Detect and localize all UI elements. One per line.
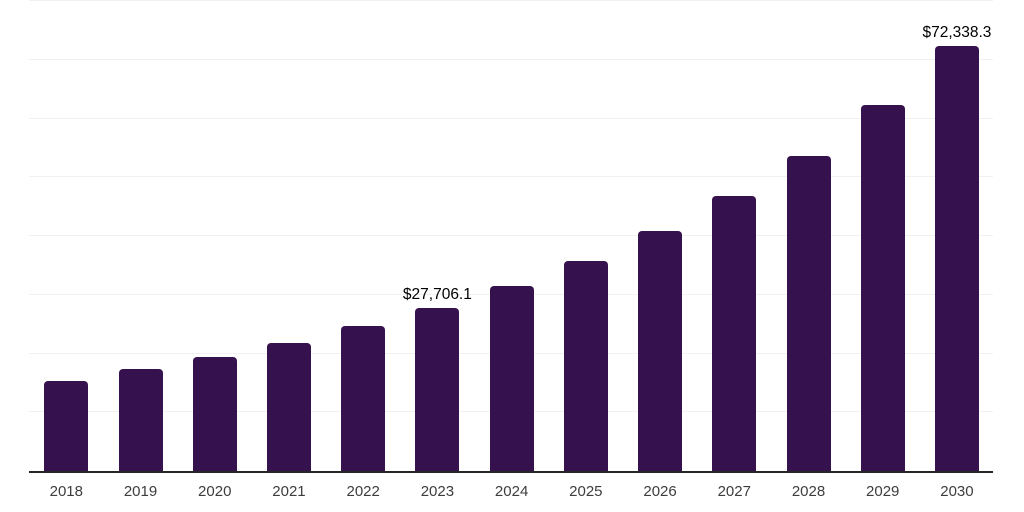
bar-2018 — [44, 380, 89, 471]
x-tick-2029: 2029 — [866, 483, 900, 500]
bar-2027 — [712, 195, 757, 471]
value-label-2023: $27,706.1 — [402, 286, 472, 304]
x-tick-2022: 2022 — [346, 483, 380, 500]
bar-2020 — [192, 357, 237, 471]
x-tick-2026: 2026 — [643, 483, 677, 500]
bar-2022 — [341, 326, 386, 471]
bar-2024 — [489, 286, 534, 471]
gridline-70000 — [29, 58, 993, 60]
x-tick-2023: 2023 — [420, 483, 455, 500]
gridline-40000 — [29, 235, 993, 236]
x-axis: 2018 2019 2020 2021 2022 2023 2024 2025 2026 2027… — [29, 473, 993, 509]
bar-2019 — [118, 369, 163, 471]
value-label-2030: $72,338.3 — [922, 23, 992, 41]
bar-2026 — [638, 231, 683, 471]
gridline-50000 — [29, 176, 993, 178]
bar-2023 — [415, 308, 460, 471]
gridline-60000 — [29, 117, 993, 119]
x-tick-2018: 2018 — [49, 483, 83, 500]
x-tick-2021: 2021 — [272, 483, 306, 500]
bar-2028 — [786, 155, 831, 471]
x-tick-2030: 2030 — [940, 483, 974, 500]
x-tick-2025: 2025 — [569, 483, 603, 500]
plot-area: $27,706.1 $72,338.3 — [29, 0, 993, 473]
x-tick-2028: 2028 — [791, 483, 826, 500]
x-tick-2027: 2027 — [717, 483, 751, 500]
x-tick-2020: 2020 — [198, 483, 232, 500]
bar-2025 — [563, 261, 608, 471]
x-tick-2024: 2024 — [494, 483, 529, 500]
bar-2029 — [860, 105, 905, 471]
bar-2021 — [266, 343, 311, 471]
gridline-80000 — [29, 0, 993, 1]
x-tick-2019: 2019 — [123, 483, 158, 500]
bar-2030 — [934, 46, 979, 471]
